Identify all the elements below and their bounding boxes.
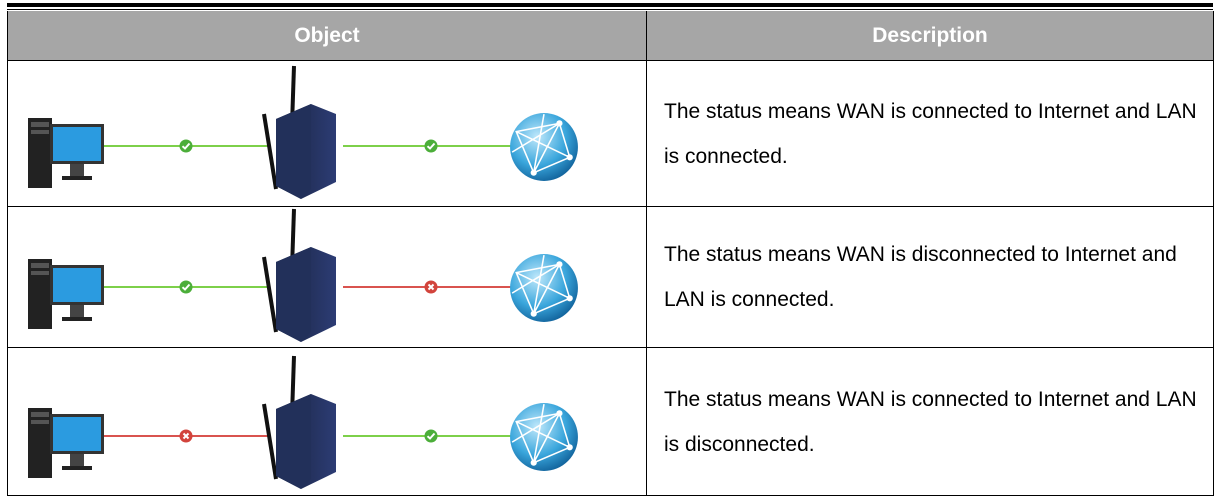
table-row: The status means WAN is connected to Int…	[7, 347, 1214, 496]
description-cell: The status means WAN is disconnected to …	[646, 206, 1214, 348]
status-diagram	[28, 207, 579, 344]
table-row: The status means WAN is connected to Int…	[7, 60, 1214, 207]
object-cell	[7, 60, 647, 207]
table-row: The status means WAN is disconnected to …	[7, 206, 1214, 348]
description-cell: The status means WAN is connected to Int…	[646, 347, 1214, 496]
status-diagram	[28, 63, 579, 201]
top-rule	[7, 9, 1213, 10]
header-cell: Description	[646, 11, 1214, 61]
header-cell: Object	[7, 11, 647, 61]
header-row: Object Description	[7, 11, 1214, 61]
description-cell: The status means WAN is connected to Int…	[646, 60, 1214, 207]
status-diagram	[28, 353, 579, 491]
status-table: Object Description The status means WAN …	[7, 11, 1214, 496]
object-cell	[7, 347, 647, 496]
object-cell	[7, 206, 647, 348]
top-rule	[7, 3, 1213, 7]
